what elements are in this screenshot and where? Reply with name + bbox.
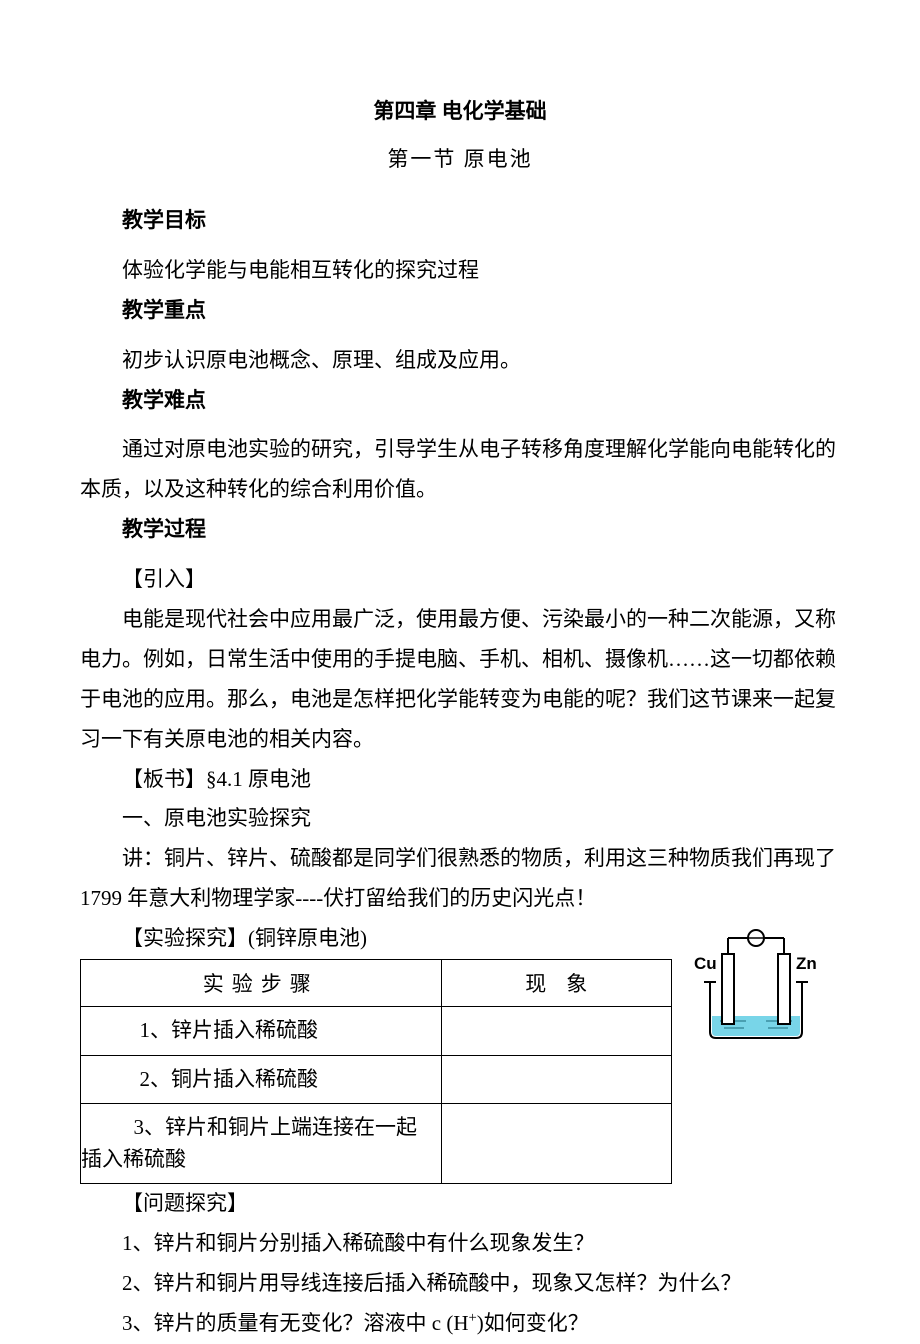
table-row: 2、铜片插入稀硫酸: [81, 1055, 672, 1104]
battery-diagram: Cu Zn: [672, 919, 840, 1044]
teaching-focus-header: 教学重点: [80, 291, 840, 331]
table-cell-step: 2、铜片插入稀硫酸: [81, 1055, 442, 1104]
teaching-difficulty-header: 教学难点: [80, 381, 840, 421]
teaching-process-header: 教学过程: [80, 510, 840, 550]
cu-label: Cu: [694, 954, 717, 973]
teaching-focus-content: 初步认识原电池概念、原理、组成及应用。: [80, 341, 840, 381]
table-cell-phenomenon: [441, 1055, 672, 1104]
table-cell-phenomenon: [441, 1104, 672, 1184]
intro-content: 电能是现代社会中应用最广泛，使用最方便、污染最小的一种二次能源，又称电力。例如，…: [80, 600, 840, 760]
teaching-objective-header: 教学目标: [80, 201, 840, 241]
question-1: 1、锌片和铜片分别插入稀硫酸中有什么现象发生？: [80, 1224, 840, 1264]
table-cell-step: 3、锌片和铜片上端连接在一起 插入稀硫酸: [81, 1104, 442, 1184]
chapter-title: 第四章 电化学基础: [80, 95, 840, 125]
board-label: 【板书】§4.1 原电池: [80, 760, 840, 800]
lecture-content: 讲：铜片、锌片、硫酸都是同学们很熟悉的物质，利用这三种物质我们再现了 1799 …: [80, 839, 840, 919]
table-cell-step: 1、锌片插入稀硫酸: [81, 1007, 442, 1056]
table-header-phenomenon: 现象: [441, 960, 672, 1007]
teaching-difficulty-content: 通过对原电池实验的研究，引导学生从电子转移角度理解化学能向电能转化的本质，以及这…: [80, 430, 840, 510]
table-header-row: 实验步骤 现象: [81, 960, 672, 1007]
experiment-table: 实验步骤 现象 1、锌片插入稀硫酸 2、铜片插入稀硫酸 3、锌片和铜片上端连接在…: [80, 959, 672, 1184]
zn-electrode: [778, 954, 790, 1024]
question-3: 3、锌片的质量有无变化？溶液中 c (H+)如何变化？: [80, 1304, 840, 1344]
cu-electrode: [722, 954, 734, 1024]
teaching-objective-content: 体验化学能与电能相互转化的探究过程: [80, 251, 840, 291]
table-header-step: 实验步骤: [81, 960, 442, 1007]
experiment-label: 【实验探究】(铜锌原电池): [80, 919, 672, 959]
intro-label: 【引入】: [80, 560, 840, 600]
section-title: 第一节 原电池: [80, 143, 840, 173]
zn-label: Zn: [796, 954, 817, 973]
subsection-title: 一、原电池实验探究: [80, 799, 840, 839]
question-2: 2、锌片和铜片用导线连接后插入稀硫酸中，现象又怎样？为什么？: [80, 1264, 840, 1304]
table-row: 1、锌片插入稀硫酸: [81, 1007, 672, 1056]
table-cell-phenomenon: [441, 1007, 672, 1056]
questions-header: 【问题探究】: [80, 1184, 840, 1224]
table-row: 3、锌片和铜片上端连接在一起 插入稀硫酸: [81, 1104, 672, 1184]
